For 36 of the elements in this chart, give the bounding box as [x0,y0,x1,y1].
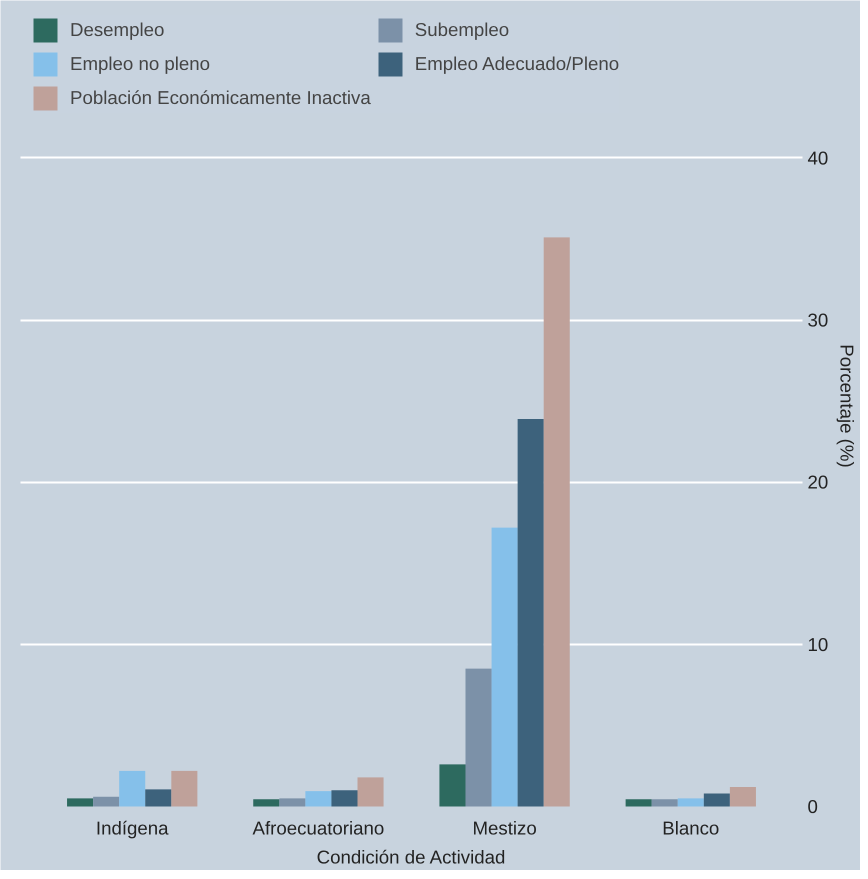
legend-label: Población Económicamente Inactiva [70,87,371,109]
bar [518,418,544,806]
bar [358,777,384,806]
bar [465,668,492,806]
legend-label: Empleo no pleno [70,53,210,75]
bar [439,764,466,806]
bar [279,798,306,806]
bar [331,790,358,806]
bar [145,789,172,806]
bar [492,528,518,806]
x-tick-label: Indígena [96,818,170,838]
bar [652,799,678,806]
bar [544,237,570,806]
bar [93,796,120,806]
y-tick-label: 0 [808,796,818,817]
y-tick-label: 10 [808,634,828,655]
bar [626,799,652,806]
bar [67,798,94,806]
x-tick-label: Afroecuatoriano [252,818,384,838]
bar [171,770,198,806]
bar [305,791,332,806]
x-axis-title: Condición de Actividad [316,846,506,868]
bar [730,787,756,806]
legend-label: Desempleo [70,19,164,41]
bar [119,770,146,806]
legend-label: Empleo Adecuado/Pleno [414,53,620,75]
bar [253,799,280,806]
y-tick-label: 40 [808,147,828,168]
bar [704,794,730,806]
y-axis-title: Porcentaje (%) [836,344,858,468]
y-tick-label: 30 [808,310,828,331]
x-tick-label: Blanco [662,818,720,838]
x-tick-label: Mestizo [472,818,537,838]
legend-label: Subempleo [414,19,510,41]
bar [678,798,704,806]
y-tick-label: 20 [808,472,828,493]
